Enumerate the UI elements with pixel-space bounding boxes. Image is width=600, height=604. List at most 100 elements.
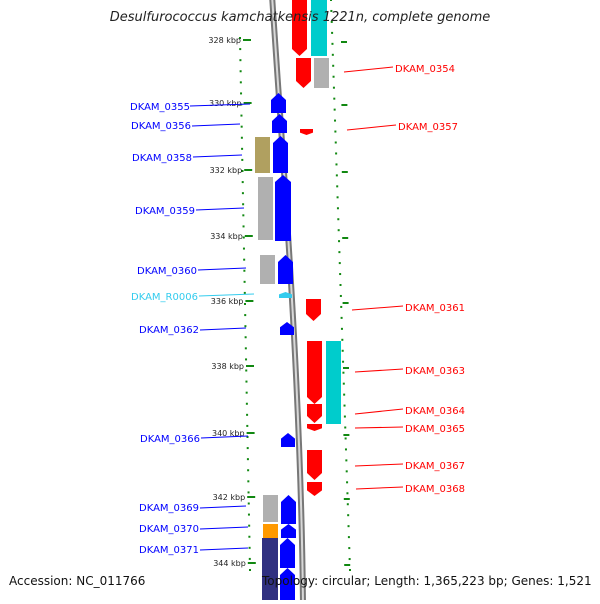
tick-track-left bbox=[245, 358, 248, 361]
tick-track-right bbox=[336, 207, 339, 210]
tick-track-right bbox=[341, 338, 344, 341]
tick-track-right bbox=[344, 437, 347, 440]
tick-track-left bbox=[246, 436, 249, 438]
gene-label: DKAM_0364 bbox=[405, 406, 465, 417]
tick-track-right bbox=[330, 0, 332, 1]
gene-leader-line bbox=[351, 305, 404, 311]
tick-track-right bbox=[333, 108, 336, 111]
tick-track-right bbox=[332, 64, 335, 67]
gene-DKAM_0364 bbox=[307, 404, 322, 423]
tick-track-left bbox=[241, 147, 244, 150]
tick-track-right bbox=[330, 20, 333, 23]
tick-track-left bbox=[245, 369, 248, 372]
tick-track-right bbox=[339, 294, 342, 297]
gene-label: DKAM_0370 bbox=[139, 524, 199, 535]
tick-track-right bbox=[330, 9, 333, 12]
tick-track-right bbox=[336, 185, 339, 188]
gene-label: DKAM_0366 bbox=[140, 434, 200, 445]
tick-track-left bbox=[247, 513, 250, 516]
gene-label: DKAM_0361 bbox=[405, 303, 465, 314]
tick-track-right bbox=[348, 558, 351, 561]
gene-DKAM_0357 bbox=[300, 129, 313, 135]
gene-DKAM_0354 bbox=[296, 58, 311, 88]
gene-DKAM_0368 bbox=[307, 482, 322, 496]
gene-leader-line bbox=[197, 267, 247, 271]
tick-track-right bbox=[347, 514, 350, 517]
tick-track-left bbox=[240, 114, 243, 117]
gene-leader-line bbox=[346, 124, 397, 131]
tick-track-right bbox=[337, 218, 340, 221]
tick-track-left bbox=[246, 424, 249, 427]
tick-track-left bbox=[244, 314, 247, 317]
tick-track-right bbox=[346, 492, 349, 495]
cog-bar bbox=[262, 538, 278, 600]
cog-bar bbox=[263, 524, 278, 538]
gene-leader-line bbox=[189, 103, 251, 107]
gene-leader-line bbox=[199, 547, 249, 551]
tick-track-left bbox=[242, 247, 245, 250]
tick-track-left bbox=[239, 81, 242, 84]
tick-track-left bbox=[248, 557, 251, 560]
tick-track-right bbox=[344, 426, 347, 429]
gene-DKAM_0360 bbox=[278, 255, 293, 284]
gene-leader-line bbox=[200, 435, 249, 439]
tick-track-right bbox=[335, 152, 338, 155]
gene-continuation bbox=[280, 568, 295, 600]
gene-DKAM_0367 bbox=[307, 450, 322, 480]
tick-track-left bbox=[244, 303, 246, 305]
gene-DKAM_0371 bbox=[280, 538, 295, 568]
cog-bar bbox=[255, 137, 270, 173]
tick-track-right bbox=[345, 459, 348, 462]
tick-track-right bbox=[335, 174, 338, 177]
gene-leader-line bbox=[354, 463, 404, 467]
tick-track-left bbox=[245, 391, 248, 394]
tick-track-left bbox=[239, 59, 242, 62]
tick-track-left bbox=[243, 258, 246, 261]
tick-track-right bbox=[335, 163, 338, 166]
tick-track-left bbox=[243, 269, 246, 272]
gene-DKAM_0359 bbox=[275, 175, 291, 241]
kbp-tick-label: 338 kbp bbox=[211, 362, 244, 371]
gene-label: DKAM_0359 bbox=[135, 206, 195, 217]
map-title: Desulfurococcus kamchatkensis 1221n, com… bbox=[109, 10, 491, 25]
gene-label: DKAM_R0006 bbox=[131, 292, 198, 303]
tick-track-right bbox=[339, 273, 342, 276]
tick-track-right bbox=[338, 262, 341, 265]
kbp-tick-label: 340 kbp bbox=[212, 429, 245, 438]
tick-track-left bbox=[246, 447, 249, 450]
tick-track-right bbox=[336, 196, 339, 199]
kbp-tick-label: 334 kbp bbox=[210, 232, 243, 241]
gene-label: DKAM_0355 bbox=[130, 102, 190, 113]
kbp-tick-label: 336 kbp bbox=[211, 297, 244, 306]
tick-track-right bbox=[348, 547, 351, 550]
tick-track-right bbox=[338, 240, 341, 243]
gene-label: DKAM_0358 bbox=[132, 153, 192, 164]
tick-track-right bbox=[346, 503, 349, 506]
gene-DKAM_R0006 bbox=[279, 292, 292, 298]
tick-track-right bbox=[343, 404, 346, 407]
tick-track-right bbox=[349, 569, 351, 571]
cog-bar bbox=[263, 495, 278, 522]
tick-track-right bbox=[341, 349, 344, 352]
tick-track-right bbox=[332, 86, 335, 89]
tick-track-right bbox=[333, 97, 336, 100]
tick-track-left bbox=[239, 48, 242, 51]
gene-label: DKAM_0362 bbox=[139, 325, 199, 336]
gene-DKAM_0361 bbox=[306, 299, 321, 321]
genome-info-label: Topology: circular; Length: 1,365,223 bp… bbox=[262, 574, 592, 588]
gene-DKAM_0353 bbox=[292, 0, 307, 56]
tick-track-left bbox=[240, 125, 243, 128]
tick-track-right bbox=[342, 371, 345, 374]
tick-track-left bbox=[240, 92, 243, 95]
gene-label: DKAM_0363 bbox=[405, 366, 465, 377]
gene-leader-line bbox=[355, 486, 404, 490]
cog-bar bbox=[260, 255, 275, 284]
cog-bar bbox=[311, 0, 327, 56]
tick-track-left bbox=[240, 136, 243, 139]
cog-bar bbox=[326, 341, 341, 424]
tick-track-left bbox=[243, 291, 246, 294]
gene-label: DKAM_0360 bbox=[137, 266, 197, 277]
gene-leader-line bbox=[198, 293, 255, 297]
tick-track-right bbox=[347, 536, 350, 539]
